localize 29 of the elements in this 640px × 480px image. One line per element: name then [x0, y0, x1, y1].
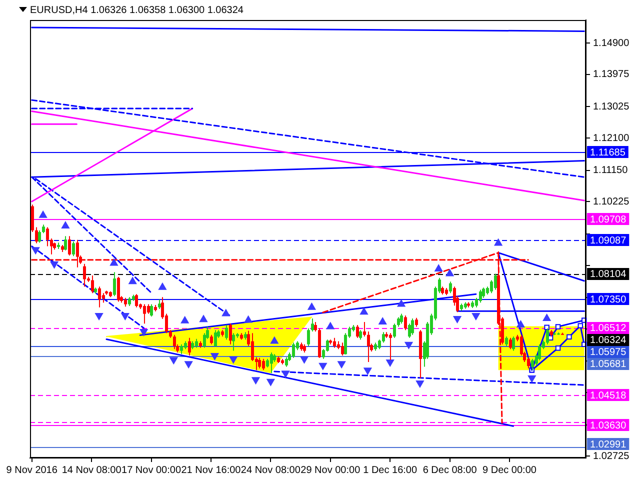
- x-tick-label: 6 Dec 08:00: [422, 464, 478, 476]
- ref-line-label: 1.11685: [590, 147, 626, 158]
- x-tick-label: 29 Nov 00:00: [300, 464, 361, 476]
- ref-line-label: 1.09087: [590, 236, 627, 247]
- y-tick-label: 1.12100: [593, 132, 630, 144]
- text: 1.06324: [590, 334, 627, 346]
- y-tick-label: 1.11150: [593, 165, 628, 176]
- ref-line-label: 1.06512: [590, 322, 627, 334]
- ref-line-label: 1.05681: [590, 358, 627, 370]
- ref-line-label: 1.05975: [590, 346, 627, 358]
- x-tick-label: 9 Nov 2016: [6, 464, 58, 476]
- x-tick-label: 24 Nov 08:00: [240, 464, 301, 476]
- x-tick-label: 1 Dec 16:00: [363, 464, 418, 476]
- ref-line-label: 1.02991: [590, 439, 627, 450]
- ref-line-label: 1.07350: [590, 294, 627, 306]
- x-tick-label: 9 Dec 00:00: [482, 464, 537, 476]
- ref-line-label: 1.09708: [590, 214, 627, 226]
- ref-line-label: 1.03630: [590, 420, 627, 432]
- y-tick-label: 1.13025: [593, 101, 630, 112]
- x-tick-label: 17 Nov 00:00: [122, 464, 182, 476]
- y-tick-label: 1.14900: [593, 38, 630, 49]
- ref-line-label: 1.08104: [590, 268, 627, 280]
- y-tick-label: 1.13975: [593, 69, 630, 80]
- y-tick-label: 1.10225: [593, 196, 630, 208]
- chart-title: EURUSD,H4 1.06326 1.06358 1.06300 1.06324: [30, 4, 244, 16]
- x-tick-label: 14 Nov 08:00: [62, 464, 122, 476]
- x-tick-label: 21 Nov 16:00: [181, 464, 242, 476]
- y-tick-label: 1.02725: [593, 450, 630, 462]
- ref-line-label: 1.04518: [590, 390, 627, 402]
